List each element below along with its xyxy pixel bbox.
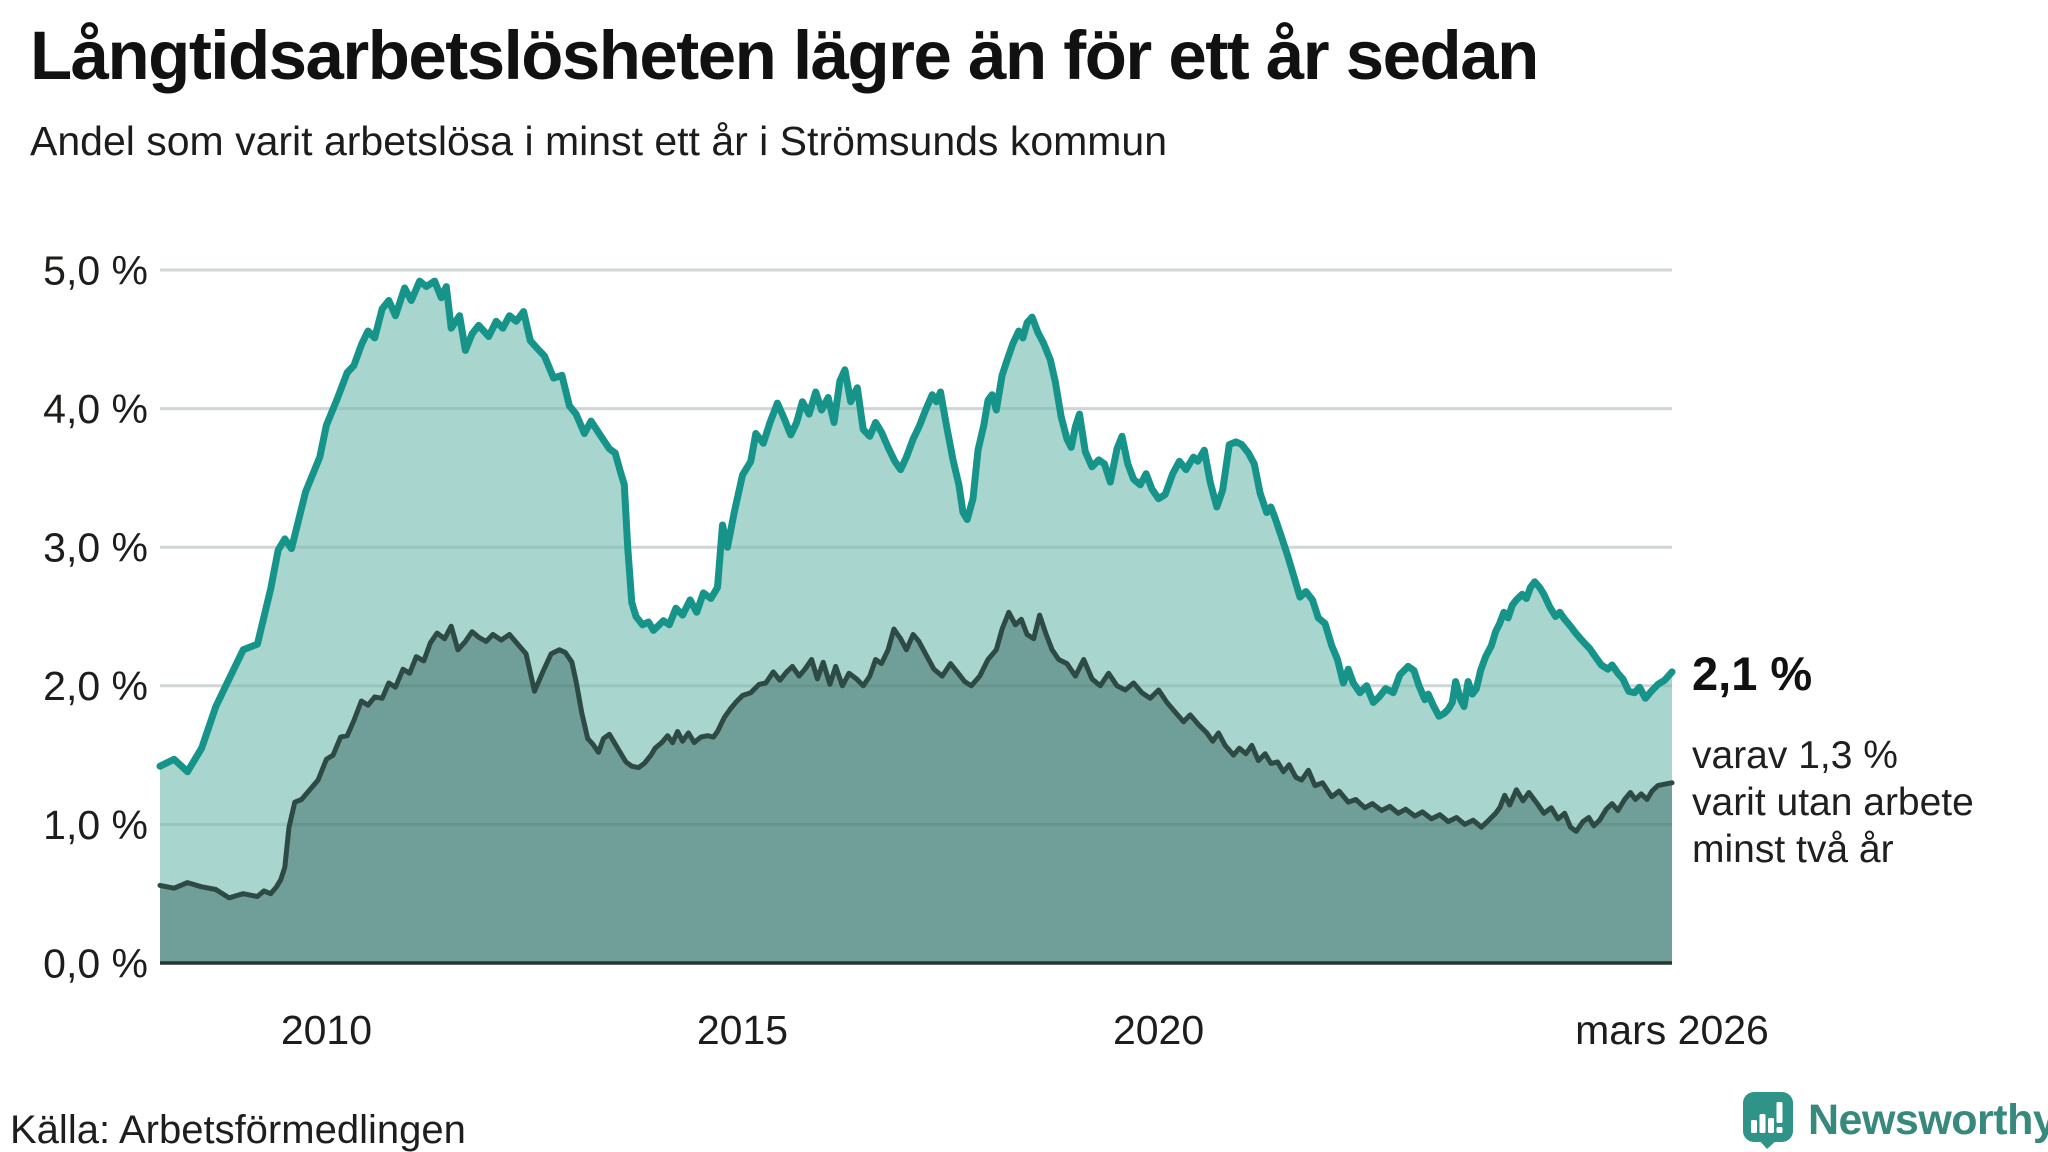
detail-line-1: varav 1,3 % [1692, 733, 1898, 777]
y-tick-label: 2,0 % [43, 663, 148, 709]
chart-areas [160, 281, 1672, 964]
y-tick-label: 4,0 % [43, 386, 148, 432]
y-axis-tick-labels: 0,0 % 1,0 % 2,0 % 3,0 % 4,0 % 5,0 % [43, 247, 148, 986]
x-tick-label: 2015 [697, 1007, 788, 1053]
series2-end-detail: varav 1,3 % varit utan arbete minst två … [1692, 732, 2042, 873]
end-value-annotation: 2,1 % varav 1,3 % varit utan arbete mins… [1692, 648, 2042, 873]
y-tick-label: 1,0 % [43, 802, 148, 848]
source-caption: Källa: Arbetsförmedlingen [10, 1108, 466, 1152]
chart-lines [156, 277, 1676, 901]
newsworthy-bubble-chart-icon [1743, 1092, 1793, 1149]
brand-wordmark: Newsworthy [1808, 1095, 2048, 1144]
series1-end-value: 2,1 % [1692, 647, 1813, 700]
y-tick-label: 3,0 % [43, 525, 148, 571]
page-subtitle: Andel som varit arbetslösa i minst ett å… [30, 118, 1168, 164]
brand-logo: Newsworthy [1742, 1090, 2048, 1150]
page-title: Långtidsarbetslösheten lägre än för ett … [30, 17, 1539, 94]
x-axis-tick-labels: 2010 2015 2020 mars 2026 [281, 1007, 1769, 1053]
x-tick-label: 2010 [281, 1007, 372, 1053]
detail-line-3: minst två år [1692, 827, 1894, 871]
y-tick-label: 5,0 % [43, 247, 148, 293]
y-tick-label: 0,0 % [43, 940, 148, 986]
x-tick-label: mars 2026 [1575, 1007, 1769, 1053]
x-tick-label: 2020 [1113, 1007, 1204, 1053]
detail-line-2: varit utan arbete [1692, 780, 1974, 824]
